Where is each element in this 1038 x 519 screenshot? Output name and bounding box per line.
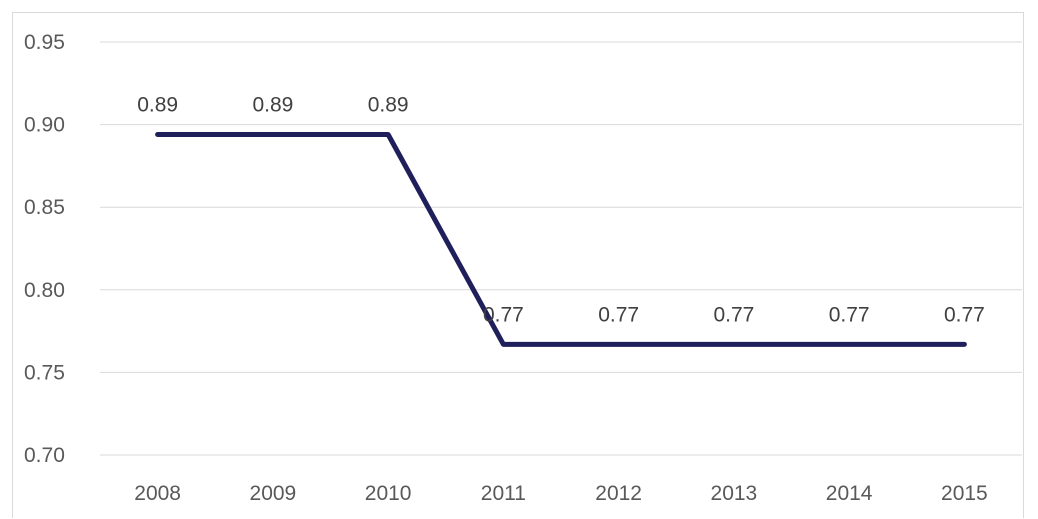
x-tick-label: 2009 — [250, 482, 297, 505]
y-tick-label: 0.80 — [24, 279, 65, 302]
data-label: 0.89 — [252, 94, 293, 117]
data-label: 0.77 — [713, 303, 754, 326]
x-tick-label: 2011 — [481, 482, 526, 505]
y-gridlines — [100, 41, 1022, 456]
data-label: 0.89 — [137, 94, 178, 117]
series-line — [155, 132, 967, 347]
y-tick-label: 0.95 — [24, 31, 65, 54]
data-label: 0.89 — [368, 94, 409, 117]
y-tick-label: 0.70 — [24, 444, 65, 467]
x-tick-label: 2010 — [365, 482, 412, 505]
x-tick-label: 2014 — [826, 482, 873, 505]
x-axis-tick-labels: 2008 2009 2010 2011 2012 2013 2014 2015 — [134, 482, 987, 505]
data-label: 0.77 — [829, 303, 870, 326]
data-labels: 0.89 0.89 0.89 0.77 0.77 0.77 0.77 0.77 — [137, 94, 985, 327]
y-axis-tick-labels: 0.70 0.75 0.80 0.85 0.90 0.95 — [24, 31, 65, 467]
data-label: 0.77 — [944, 303, 985, 326]
y-tick-label: 0.85 — [24, 196, 65, 219]
chart-frame — [12, 12, 1024, 518]
x-tick-label: 2015 — [941, 482, 988, 505]
y-tick-label: 0.75 — [24, 361, 65, 384]
data-label: 0.77 — [598, 303, 639, 326]
y-tick-label: 0.90 — [24, 114, 65, 137]
series-lines — [155, 132, 967, 347]
x-tick-label: 2008 — [134, 482, 181, 505]
data-label: 0.77 — [483, 303, 524, 326]
x-tick-label: 2012 — [595, 482, 642, 505]
x-tick-label: 2013 — [711, 482, 758, 505]
